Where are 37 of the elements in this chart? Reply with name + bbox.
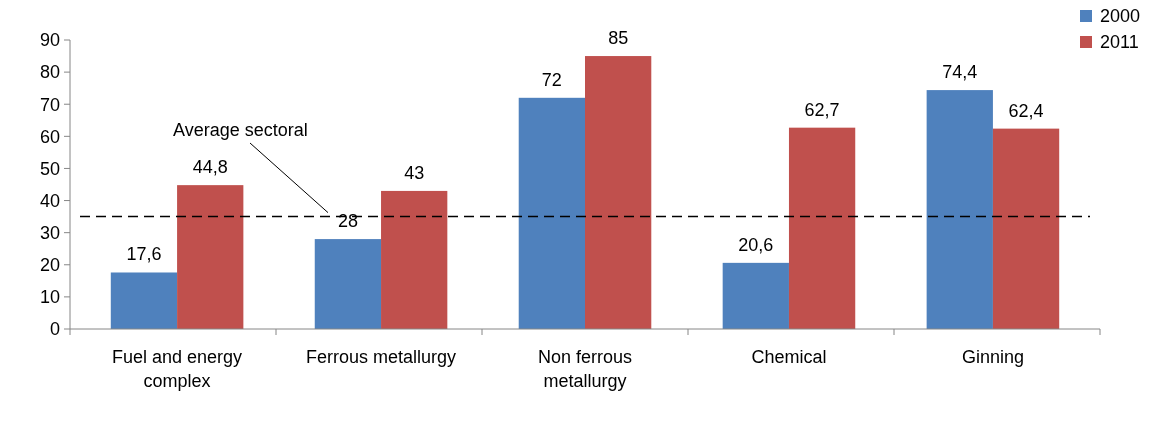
x-tick-label: Fuel and energy complex	[112, 347, 243, 391]
y-tick-label: 20	[39, 255, 60, 276]
y-tick-label: 80	[39, 62, 60, 83]
y-tick-label: 10	[39, 287, 60, 308]
data-label: 62,7	[804, 99, 840, 120]
bar	[585, 56, 652, 329]
data-label: 62,4	[1008, 100, 1044, 121]
data-label: 85	[608, 28, 629, 49]
bar	[518, 97, 585, 329]
y-tick-label: 60	[39, 126, 60, 147]
legend-label: 2011	[1100, 32, 1139, 53]
x-tick-label: Ferrous metallurgy	[306, 347, 457, 367]
bar	[177, 185, 244, 329]
data-label: 43	[404, 162, 425, 183]
bar	[992, 128, 1060, 329]
legend-label: 2000	[1100, 6, 1141, 27]
y-tick-label: 90	[39, 30, 60, 51]
bar	[314, 239, 382, 329]
y-tick-label: 50	[39, 158, 60, 179]
bar	[381, 190, 448, 329]
ref-line-label: Average sectoral	[173, 120, 308, 140]
data-label: 74,4	[942, 62, 978, 83]
x-tick-label: Chemical	[751, 347, 827, 367]
data-label: 20,6	[738, 234, 774, 255]
bar	[788, 127, 856, 329]
y-tick-label: 30	[39, 222, 60, 243]
y-tick-label: 40	[39, 190, 60, 211]
data-label: 17,6	[126, 244, 162, 265]
bar	[110, 272, 178, 329]
y-tick-label: 70	[39, 94, 60, 115]
x-tick-label: Non ferrous metallurgy	[537, 347, 633, 391]
y-tick-label: 0	[49, 319, 60, 340]
data-label: 72	[541, 69, 562, 90]
bar	[722, 262, 789, 329]
bar	[926, 90, 993, 329]
x-tick-label: Ginning	[961, 347, 1024, 367]
data-label: 44,8	[192, 157, 228, 178]
